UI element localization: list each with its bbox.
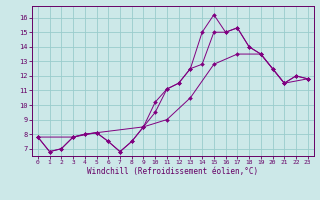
X-axis label: Windchill (Refroidissement éolien,°C): Windchill (Refroidissement éolien,°C) xyxy=(87,167,258,176)
